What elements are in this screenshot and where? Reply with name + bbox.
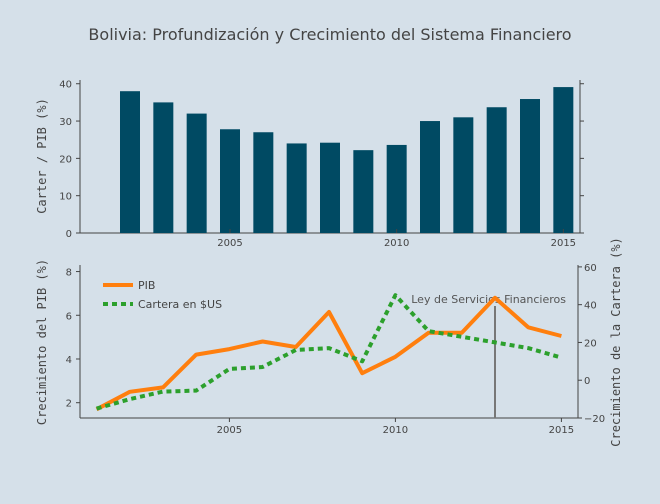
bar [487,107,507,233]
bar [420,121,440,233]
x-tick-label: 2010 [384,238,409,249]
bar [120,91,140,233]
bar [353,150,373,233]
bar [187,114,207,233]
bar [220,129,240,233]
y-right-tick-label: 0 [584,376,590,387]
bar [553,87,573,233]
y-left-tick-label: 2 [66,399,72,410]
y-left-tick-label: 8 [66,268,72,279]
x-tick-label: 2015 [549,425,574,436]
y-tick-label: 40 [59,80,72,91]
bar [287,143,307,233]
x-tick-label: 2010 [383,425,408,436]
x-tick-label: 2005 [217,425,242,436]
legend-label-0: PIB [138,279,155,292]
y-left-tick-label: 6 [66,311,72,322]
y-left-tick-label: 4 [66,355,72,366]
bar [153,102,173,233]
y-right-tick-label: 60 [584,263,597,274]
y-tick-label: 30 [59,117,72,128]
y-right-tick-label: −20 [584,414,605,425]
bottom-right-axis-label: Crecimiento de la Cartera (%) [609,237,623,447]
bottom-left-axis-label: Crecimiento del PIB (%) [35,259,49,425]
top-panel: 0 10 20 30 40 2005 2010 2015 Carter / PIB (%) [35,80,584,249]
chart-title: Bolivia: Profundización y Crecimiento de… [88,25,571,44]
y-right-tick-label: 20 [584,338,597,349]
y-right-tick-label: 40 [584,301,597,312]
bar [453,117,473,233]
x-tick-label: 2005 [217,238,242,249]
y-tick-label: 20 [59,154,72,165]
series-line-pib [97,298,562,410]
bar [387,145,407,233]
bar [320,143,340,233]
legend-label-1: Cartera en $US [138,298,222,311]
y-tick-label: 10 [59,192,72,203]
top-y-axis-label: Carter / PIB (%) [35,98,49,214]
y-tick-label: 0 [66,229,72,240]
bar [520,99,540,233]
bar [253,132,273,233]
x-tick-label: 2015 [551,238,576,249]
